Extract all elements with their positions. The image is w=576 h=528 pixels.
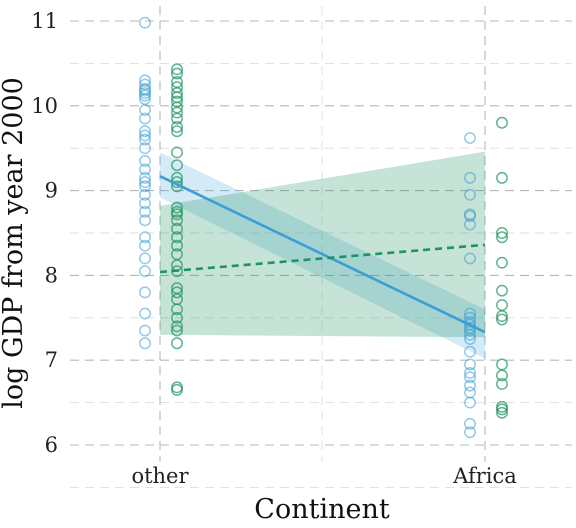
data-point — [464, 333, 476, 345]
y-tick-label: 8 — [45, 263, 58, 287]
data-point — [139, 337, 151, 350]
data-point — [171, 159, 183, 172]
data-point — [171, 201, 183, 214]
data-point — [464, 379, 476, 392]
data-point — [171, 265, 183, 278]
data-point — [139, 133, 151, 146]
data-point — [139, 286, 151, 299]
data-point — [464, 396, 476, 409]
data-point — [464, 386, 476, 399]
data-point — [139, 163, 151, 176]
data-point — [139, 89, 151, 102]
data-point — [139, 307, 151, 320]
data-point — [139, 214, 151, 227]
data-point — [171, 286, 183, 299]
data-point — [139, 154, 151, 167]
data-point — [464, 171, 476, 184]
y-tick-label: 10 — [31, 94, 58, 118]
data-point — [464, 345, 476, 358]
data-point — [171, 208, 183, 221]
data-point — [171, 112, 183, 125]
data-point — [139, 16, 151, 29]
data-point — [171, 146, 183, 159]
data-points — [139, 16, 508, 439]
confidence-band — [160, 151, 485, 338]
data-point — [496, 284, 508, 297]
data-point — [171, 231, 183, 244]
y-tick-label: 11 — [31, 9, 58, 33]
fit-line — [159, 175, 486, 334]
data-point — [171, 63, 183, 76]
data-point — [496, 358, 508, 371]
x-axis-title: Continent — [254, 494, 390, 525]
data-point — [171, 320, 183, 333]
data-point — [139, 324, 151, 337]
data-point — [464, 417, 476, 430]
data-point — [139, 252, 151, 265]
data-point — [139, 176, 151, 189]
data-point — [464, 252, 476, 265]
data-point — [171, 383, 183, 396]
data-point — [139, 231, 151, 244]
fit-line — [159, 243, 486, 274]
data-point — [171, 324, 183, 337]
data-point — [139, 205, 151, 218]
data-point — [496, 406, 508, 419]
data-point — [139, 197, 151, 210]
data-point — [171, 121, 183, 133]
data-point — [496, 116, 508, 129]
data-point — [171, 106, 183, 119]
data-point — [464, 358, 476, 371]
data-point — [171, 67, 183, 80]
data-point — [139, 188, 151, 201]
data-point — [496, 310, 508, 323]
data-point — [464, 328, 476, 341]
data-point — [496, 231, 508, 244]
data-point — [464, 132, 476, 144]
data-point — [171, 381, 183, 394]
data-point — [139, 129, 151, 142]
data-point — [464, 218, 476, 231]
data-point — [139, 180, 151, 193]
data-point — [171, 125, 183, 138]
data-point — [464, 426, 476, 439]
data-point — [464, 366, 476, 379]
data-point — [171, 87, 183, 100]
y-axis-title: log GDP from year 2000 — [0, 77, 29, 409]
data-point — [139, 125, 151, 138]
data-point — [464, 371, 476, 384]
data-point — [496, 369, 508, 382]
y-axis-ticks: 6 7 8 9 10 11 — [31, 9, 58, 457]
data-point — [139, 239, 151, 252]
data-point — [496, 299, 508, 312]
data-point — [171, 239, 183, 252]
data-point — [171, 222, 183, 235]
data-point — [496, 313, 508, 326]
data-point — [139, 104, 151, 116]
y-tick-label: 7 — [45, 348, 58, 372]
data-point — [171, 337, 183, 350]
data-point — [496, 256, 508, 269]
data-point — [171, 311, 183, 324]
data-point — [464, 188, 476, 201]
y-tick-label: 9 — [45, 179, 58, 203]
data-point — [171, 214, 183, 227]
fit-lines — [159, 175, 486, 334]
grid — [70, 6, 572, 488]
data-point — [496, 377, 508, 390]
x-tick-label: Africa — [452, 464, 517, 488]
data-point — [496, 227, 508, 239]
data-point — [464, 210, 476, 222]
data-point — [139, 142, 151, 155]
data-point — [496, 171, 508, 184]
data-point — [139, 112, 151, 125]
data-point — [139, 265, 151, 278]
x-tick-label: other — [131, 464, 189, 488]
data-point — [496, 403, 508, 416]
data-point — [139, 171, 151, 184]
x-axis-ticks: other Africa — [131, 464, 516, 488]
data-point — [171, 303, 183, 316]
y-tick-label: 6 — [45, 433, 58, 457]
